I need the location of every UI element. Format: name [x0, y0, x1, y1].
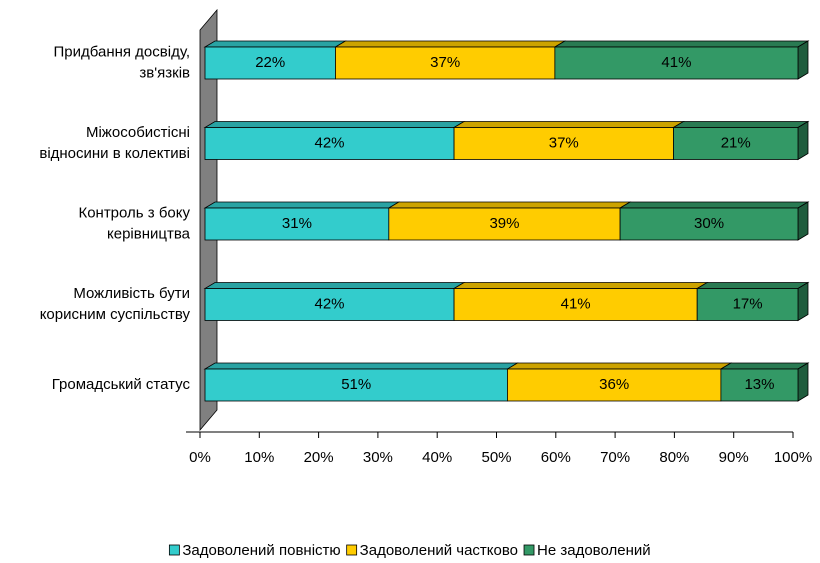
- legend-swatch: [346, 544, 358, 556]
- bar-top: [452, 282, 709, 289]
- bar: [673, 127, 799, 160]
- bar-side: [797, 362, 809, 402]
- x-tick-label: 0%: [189, 449, 211, 466]
- category-label: Громадський статус: [52, 376, 191, 393]
- bar-top: [452, 121, 685, 128]
- bar: [453, 288, 698, 321]
- bar-top: [203, 282, 466, 289]
- category-label: Можливість бути корисним суспільству: [40, 285, 191, 323]
- legend-label: Задоволений повністю: [182, 542, 340, 559]
- x-tick-label: 60%: [541, 449, 571, 466]
- value-label: 30%: [694, 215, 724, 232]
- category-label: Придбання досвіду, зв'язків: [53, 43, 190, 81]
- bar: [696, 288, 799, 321]
- value-label: 42%: [315, 134, 345, 151]
- x-tick-label: 70%: [600, 449, 630, 466]
- bar-top: [553, 40, 810, 48]
- value-label: 17%: [733, 295, 763, 312]
- bar-top: [203, 121, 466, 128]
- x-tick-label: 40%: [422, 449, 452, 466]
- bar-top: [618, 201, 810, 209]
- category-label: Міжособистісні відносини в колективі: [39, 124, 190, 162]
- category-label: Контроль з боку керівництва: [78, 204, 190, 242]
- bar: [388, 207, 621, 241]
- value-label: 36%: [599, 376, 629, 393]
- x-tick-label: 20%: [304, 449, 334, 466]
- bar: [204, 288, 455, 321]
- legend-label: Задоволений частково: [360, 542, 518, 559]
- x-tick-label: 80%: [659, 449, 689, 466]
- value-label: 51%: [341, 376, 371, 393]
- x-tick-label: 10%: [244, 449, 274, 466]
- bar: [619, 207, 799, 241]
- value-label: 41%: [561, 295, 591, 312]
- value-label: 13%: [744, 376, 774, 393]
- value-label: 39%: [489, 215, 519, 232]
- bar: [204, 207, 390, 241]
- bar-top: [719, 362, 810, 370]
- bar: [554, 46, 799, 80]
- bar-top: [334, 40, 567, 48]
- legend-label: Не задоволений: [537, 542, 651, 559]
- bar: [204, 127, 455, 160]
- legend: Задоволений повністю Задоволений частково…: [168, 542, 651, 559]
- bar-top: [387, 201, 632, 209]
- x-tick-label: 90%: [719, 449, 749, 466]
- bar-top: [203, 201, 401, 209]
- bar-side: [797, 40, 809, 80]
- bar: [720, 368, 799, 402]
- bar: [335, 46, 556, 80]
- bar-top: [695, 282, 810, 289]
- bar-side: [797, 281, 809, 322]
- bar-top: [505, 362, 733, 370]
- value-label: 21%: [721, 134, 751, 151]
- value-label: 42%: [315, 295, 345, 312]
- x-tick-label: 30%: [363, 449, 393, 466]
- value-label: 31%: [282, 215, 312, 232]
- x-tick-label: 50%: [481, 449, 511, 466]
- value-label: 37%: [430, 54, 460, 71]
- x-tick-label: 100%: [774, 449, 812, 466]
- legend-swatch: [168, 544, 180, 556]
- bar-side: [797, 120, 809, 161]
- bar-top: [203, 40, 347, 48]
- bar-top: [203, 362, 519, 370]
- bar-top: [672, 121, 810, 128]
- value-label: 41%: [661, 54, 691, 71]
- value-label: 37%: [549, 134, 579, 151]
- value-label: 22%: [255, 54, 285, 71]
- bar: [453, 127, 674, 160]
- bar-side: [797, 201, 809, 241]
- legend-swatch: [523, 544, 535, 556]
